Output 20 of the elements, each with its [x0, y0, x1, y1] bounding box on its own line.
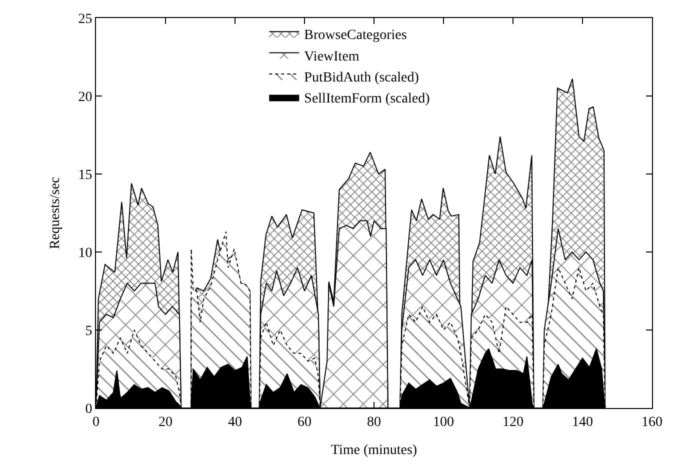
x-tick-label: 120	[502, 414, 524, 430]
y-tick-label: 0	[85, 402, 92, 417]
x-axis-title: Time (minutes)	[330, 443, 418, 458]
x-tick-label: 20	[158, 414, 172, 430]
y-tick-label: 5	[85, 324, 92, 339]
y-tick-label: 25	[78, 12, 92, 27]
y-tick-label: 20	[78, 90, 92, 105]
x-tick-label: 80	[367, 414, 381, 430]
x-tick-label: 60	[298, 414, 312, 430]
x-tick-label: 140	[572, 414, 593, 430]
x-tick-label: 100	[433, 414, 454, 430]
x-tick-label: 40	[228, 414, 242, 430]
legend-label: ViewItem	[304, 49, 360, 64]
x-tick-label: 160	[642, 414, 662, 430]
y-tick-label: 15	[78, 168, 92, 183]
legend-label: PutBidAuth (scaled)	[304, 70, 420, 86]
legend-label: BrowseCategories	[304, 28, 407, 44]
y-tick-label: 10	[78, 246, 92, 261]
legend-label: SellItemForm (scaled)	[304, 92, 430, 107]
y-axis-title: Requests/sec	[48, 176, 63, 250]
